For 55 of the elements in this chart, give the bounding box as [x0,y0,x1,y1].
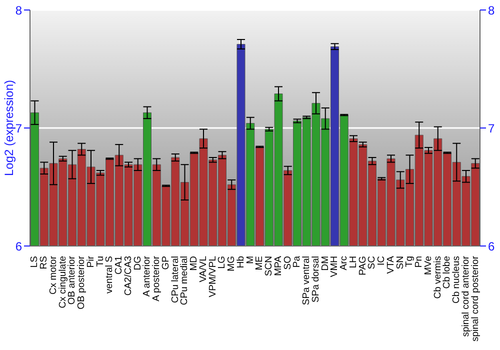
x-tick-label: Cx motor [48,256,59,295]
x-tick-label: VPM/VPL [207,256,218,298]
x-tick-label: Pn [414,256,425,268]
x-tick-label: spinal cord posterior [470,256,481,342]
x-tick-label: SCN [264,256,275,276]
x-tick-label: PAG [357,256,368,276]
x-tick-label: VMH [329,256,340,278]
y-tick-label: 7 [15,121,22,136]
x-tick-label: ventral S [104,256,116,294]
x-tick-label: LH [348,256,359,268]
y-axis-title: Log2 (expression) [2,80,16,176]
x-tick-label: CA2/CA3 [122,256,134,296]
y-tick-label: 8 [15,3,22,18]
x-tick-label: Cb lobe [442,256,453,289]
x-tick-label: ME [254,256,266,270]
x-tick-label: VA/VL [198,256,209,282]
x-tick-label: DM [320,256,331,271]
x-tick-label: M [244,256,256,264]
x-tick-label: OB posterior [76,256,88,310]
x-tick-label: Cb nucleus [451,256,462,304]
x-tick-label: MD [188,256,200,271]
x-tick-label: RS [38,256,50,270]
x-tick-label: SC [366,256,378,270]
x-tick-label: A posterior [151,256,162,302]
x-tick-label: Arc [338,256,350,270]
x-tick-label: CPu lateral [170,256,181,303]
x-tick-label: LG [216,256,228,269]
x-tick-label: LS [29,256,40,268]
x-tick-label: SN [394,256,406,270]
y-tick-label: 6 [15,239,22,254]
x-tick-label: Tg [404,256,416,268]
x-tick-label: CPu medial [179,256,190,306]
y2-tick-label: 8 [488,3,495,18]
x-tick-label: MG [226,256,238,272]
x-tick-label: spinal cord anterior [460,256,472,337]
x-tick-label: Pir [85,256,96,268]
y2-tick-label: 6 [488,239,495,254]
y2-tick-label: 7 [488,121,495,136]
x-tick-label: Cb vermis [432,256,444,299]
x-tick-label: OB anterior [66,256,78,305]
x-tick-label: SO [282,256,294,270]
x-tick-label: GP [160,256,172,270]
x-tick-label: A anterior [142,256,153,297]
x-tick-label: SPa dorsal [310,256,322,302]
x-tick-label: MPA [272,255,284,276]
x-tick-label: Cx cingulate [57,256,68,308]
x-tick-label: MVe [422,256,434,276]
x-tick-label: Tu [94,256,106,267]
x-tick-label: IC [376,256,388,266]
x-tick-label: VTA [385,255,396,274]
x-tick-label: DG [132,256,144,270]
x-tick-label: CA1 [114,256,125,274]
x-tick-label: Hb [235,256,246,268]
x-tick-label: Pa [292,255,303,268]
x-tick-label: SPa ventral [301,256,312,306]
